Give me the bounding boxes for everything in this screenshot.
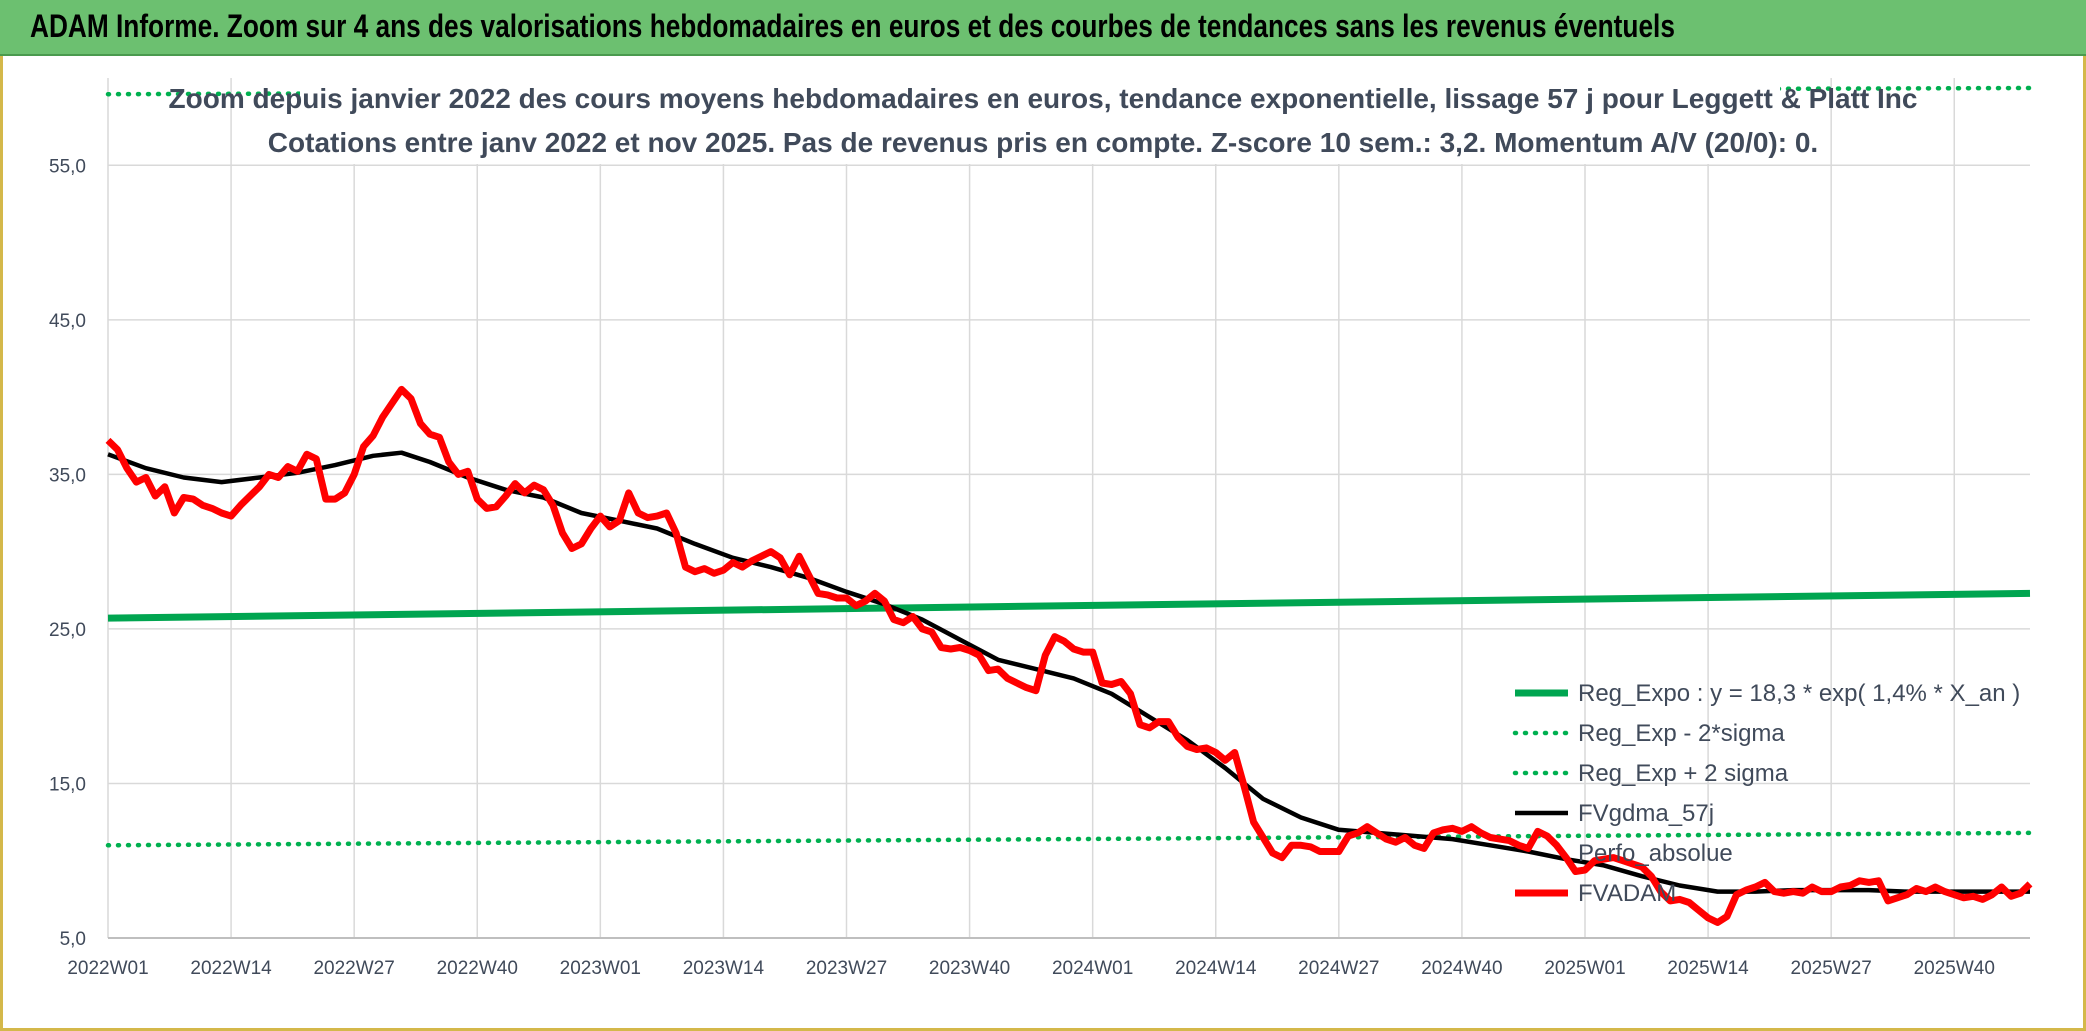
legend-label: Perfo_absolue (1578, 840, 1733, 867)
x-tick-label: 2023W40 (929, 958, 1010, 979)
x-tick-label: 2024W01 (1052, 958, 1133, 979)
x-tick-label: 2024W27 (1298, 958, 1379, 979)
x-tick-label: 2025W01 (1544, 958, 1625, 979)
subtitle-line-1: Zoom depuis janvier 2022 des cours moyen… (169, 83, 1918, 114)
y-tick-label: 45,0 (49, 311, 86, 332)
legend-label: Reg_Exp - 2*sigma (1578, 720, 1785, 747)
x-tick-label: 2025W40 (1914, 958, 1995, 979)
axes: 5,0 15,0 25,0 35,0 45,0 55,0 2022W01 2022W14 202… (49, 156, 2030, 979)
legend-label: FVADAM (1578, 880, 1676, 907)
x-tick-label: 2024W14 (1175, 958, 1257, 979)
x-tick-label: 2022W14 (190, 958, 272, 979)
report-title: ADAM Informe. Zoom sur 4 ans des valoris… (30, 8, 1675, 44)
price-line (105, 385, 2033, 926)
x-tick-label: 2022W27 (313, 958, 394, 979)
subtitle-background (300, 72, 1780, 164)
y-tick-label: 5,0 (60, 929, 86, 950)
legend-fvadam: FVADAM (1515, 880, 1676, 907)
x-tick-label: 2023W27 (806, 958, 887, 979)
x-tick-label: 2023W14 (683, 958, 765, 979)
x-tick-label: 2024W40 (1421, 958, 1502, 979)
legend-smooth-57j: FVgdma_57j (1515, 800, 1714, 827)
x-tick-label: 2022W40 (437, 958, 518, 979)
x-tick-label: 2023W01 (560, 958, 641, 979)
legend-perfo-absolue: Perfo_absolue (1578, 840, 1733, 867)
legend-sigma-plus: Reg_Exp + 2 sigma (1512, 760, 1789, 787)
series-layer (105, 85, 2033, 926)
legend-reg-expo: Reg_Expo : y = 18,3 * exp( 1,4% * X_an ) (1515, 680, 2020, 707)
sigma-minus-line (105, 830, 2033, 848)
reg-expo-line (107, 589, 2031, 622)
legend-label: Reg_Expo : y = 18,3 * exp( 1,4% * X_an ) (1578, 680, 2020, 707)
y-tick-label: 25,0 (49, 620, 86, 641)
x-tick-label: 2025W27 (1791, 958, 1872, 979)
legend-label: Reg_Exp + 2 sigma (1578, 760, 1789, 787)
y-tick-label: 55,0 (49, 156, 86, 177)
legend-label: FVgdma_57j (1578, 800, 1714, 827)
report-banner: ADAM Informe. Zoom sur 4 ans des valoris… (0, 0, 2086, 56)
legend: Reg_Expo : y = 18,3 * exp( 1,4% * X_an )… (1512, 680, 2020, 907)
y-tick-label: 15,0 (49, 774, 86, 795)
x-tick-label: 2025W14 (1667, 958, 1749, 979)
y-tick-label: 35,0 (49, 465, 86, 486)
subtitle-line-2: Cotations entre janv 2022 et nov 2025. P… (268, 127, 1818, 158)
chart-subtitle: Zoom depuis janvier 2022 des cours moyen… (169, 72, 1918, 164)
gridlines (107, 78, 2030, 939)
x-tick-label: 2022W01 (67, 958, 148, 979)
smooth-57j-line (107, 450, 2030, 894)
legend-sigma-minus: Reg_Exp - 2*sigma (1512, 720, 1785, 747)
